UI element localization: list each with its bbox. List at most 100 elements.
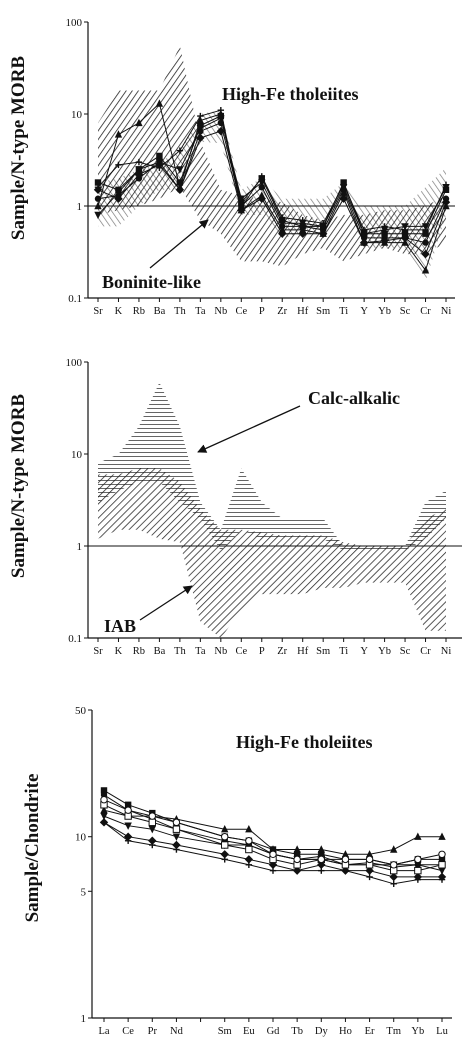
data-point bbox=[94, 211, 102, 220]
x-tick-label: Sm bbox=[316, 646, 330, 657]
series-line bbox=[97, 102, 447, 272]
x-tick-label: Pr bbox=[148, 1026, 158, 1037]
y-axis-label: Sample/N-type MORB bbox=[8, 56, 29, 241]
series-line bbox=[97, 115, 447, 235]
y-tick-label: 1 bbox=[77, 201, 83, 213]
series-6 bbox=[94, 106, 450, 234]
boninite-band bbox=[98, 45, 446, 267]
x-tick-label: Tm bbox=[386, 1026, 401, 1037]
x-tick-label: Ce bbox=[122, 1026, 134, 1037]
x-tick-label: Sm bbox=[218, 1026, 232, 1037]
data-point bbox=[245, 837, 253, 845]
data-point bbox=[245, 825, 253, 833]
data-point bbox=[414, 866, 422, 875]
y-tick-label: 1 bbox=[77, 541, 83, 553]
x-tick-label: K bbox=[115, 306, 123, 317]
x-tick-label: Zr bbox=[277, 646, 287, 657]
data-point bbox=[134, 170, 144, 179]
data-point bbox=[172, 818, 181, 827]
series-line bbox=[103, 822, 442, 885]
x-tick-label: Ho bbox=[339, 1026, 352, 1037]
annotation-arrow bbox=[149, 219, 209, 269]
series-line bbox=[97, 117, 447, 235]
data-point bbox=[390, 845, 398, 853]
annotation-boninite: Boninite-like bbox=[102, 272, 201, 292]
plot-area: 100 10 1 0.1 Sr K Rb Ba Th Ta Nb Ce P Zr Hf Sm Ti Y Yb Sc Cr… bbox=[66, 357, 462, 657]
data-point bbox=[172, 833, 181, 841]
data-point bbox=[172, 825, 181, 833]
x-tick-label: Sr bbox=[93, 306, 103, 317]
data-point bbox=[422, 230, 429, 237]
x-tick-label: Th bbox=[174, 306, 186, 317]
data-point bbox=[114, 130, 123, 138]
data-point bbox=[148, 812, 156, 820]
series-line bbox=[103, 821, 442, 878]
y-tick-label: 50 bbox=[75, 705, 87, 717]
data-point bbox=[401, 238, 409, 246]
data-point bbox=[114, 194, 123, 203]
chart-panel-3: Sample/Chondrite 50 10 5 1 La Ce Pr Nd Sm Eu Gd Tb D… bbox=[0, 680, 474, 1042]
data-point bbox=[124, 822, 132, 830]
data-point bbox=[293, 851, 301, 858]
data-point bbox=[196, 125, 205, 133]
data-point bbox=[318, 229, 328, 238]
data-point bbox=[341, 850, 350, 858]
x-tick-label: P bbox=[259, 646, 265, 657]
data-point bbox=[293, 845, 301, 853]
data-point bbox=[438, 832, 446, 840]
x-tick-label: Gd bbox=[267, 1026, 281, 1037]
x-tick-label: Lu bbox=[436, 1026, 448, 1037]
x-tick-label: Rb bbox=[133, 306, 145, 317]
y-tick-label: 10 bbox=[71, 449, 83, 461]
data-point bbox=[221, 825, 229, 833]
x-tick-label: Sr bbox=[93, 646, 103, 657]
x-tick-label: Ta bbox=[195, 306, 206, 317]
series-line bbox=[103, 809, 442, 855]
y-tick-label: 100 bbox=[66, 17, 83, 29]
data-point bbox=[245, 845, 253, 854]
series-line bbox=[97, 109, 447, 231]
annotation-arrow bbox=[139, 585, 193, 621]
x-tick-label: Nd bbox=[170, 1026, 184, 1037]
x-tick-label: K bbox=[115, 646, 123, 657]
x-tick-label: Ni bbox=[441, 646, 452, 657]
calc-alkalic-band bbox=[98, 382, 446, 551]
data-point bbox=[135, 118, 143, 127]
data-point bbox=[155, 99, 164, 107]
y-tick-label: 5 bbox=[81, 886, 87, 898]
x-tick-label: Ce bbox=[235, 646, 247, 657]
data-point bbox=[341, 855, 350, 864]
annotation-arrow bbox=[197, 405, 301, 453]
data-point bbox=[421, 249, 430, 259]
data-point bbox=[278, 229, 287, 238]
data-point bbox=[339, 194, 348, 203]
data-point bbox=[221, 833, 229, 841]
data-point bbox=[124, 801, 132, 808]
data-point bbox=[438, 867, 446, 875]
data-point bbox=[390, 861, 398, 869]
data-point bbox=[380, 236, 389, 245]
x-tick-label: Dy bbox=[315, 1026, 329, 1037]
data-point bbox=[299, 220, 307, 228]
series-7 bbox=[100, 801, 446, 875]
y-tick-label: 1 bbox=[81, 1013, 87, 1025]
x-tick-label: Y bbox=[360, 306, 368, 317]
x-tick-label: Yb bbox=[378, 646, 391, 657]
data-point bbox=[100, 806, 108, 814]
data-point bbox=[365, 850, 374, 858]
data-point bbox=[317, 845, 325, 853]
x-tick-label: Ta bbox=[195, 646, 206, 657]
x-tick-label: Ni bbox=[441, 306, 452, 317]
plot-area: 100 10 1 0.1 Sr K Rb Ba Th Ta Nb Ce P Zr Hf Sm Ti Y Yb Sc Cr… bbox=[66, 17, 455, 317]
x-tick-label: Tb bbox=[291, 1026, 303, 1037]
y-tick-label: 10 bbox=[71, 109, 83, 121]
x-tick-label: Ce bbox=[235, 306, 247, 317]
data-point bbox=[400, 233, 410, 243]
series-line bbox=[103, 799, 443, 866]
data-point bbox=[414, 855, 422, 864]
data-point bbox=[365, 855, 374, 864]
data-point bbox=[401, 230, 409, 237]
data-point bbox=[100, 796, 108, 804]
annotation-iab: IAB bbox=[104, 616, 136, 636]
data-point bbox=[299, 225, 307, 234]
